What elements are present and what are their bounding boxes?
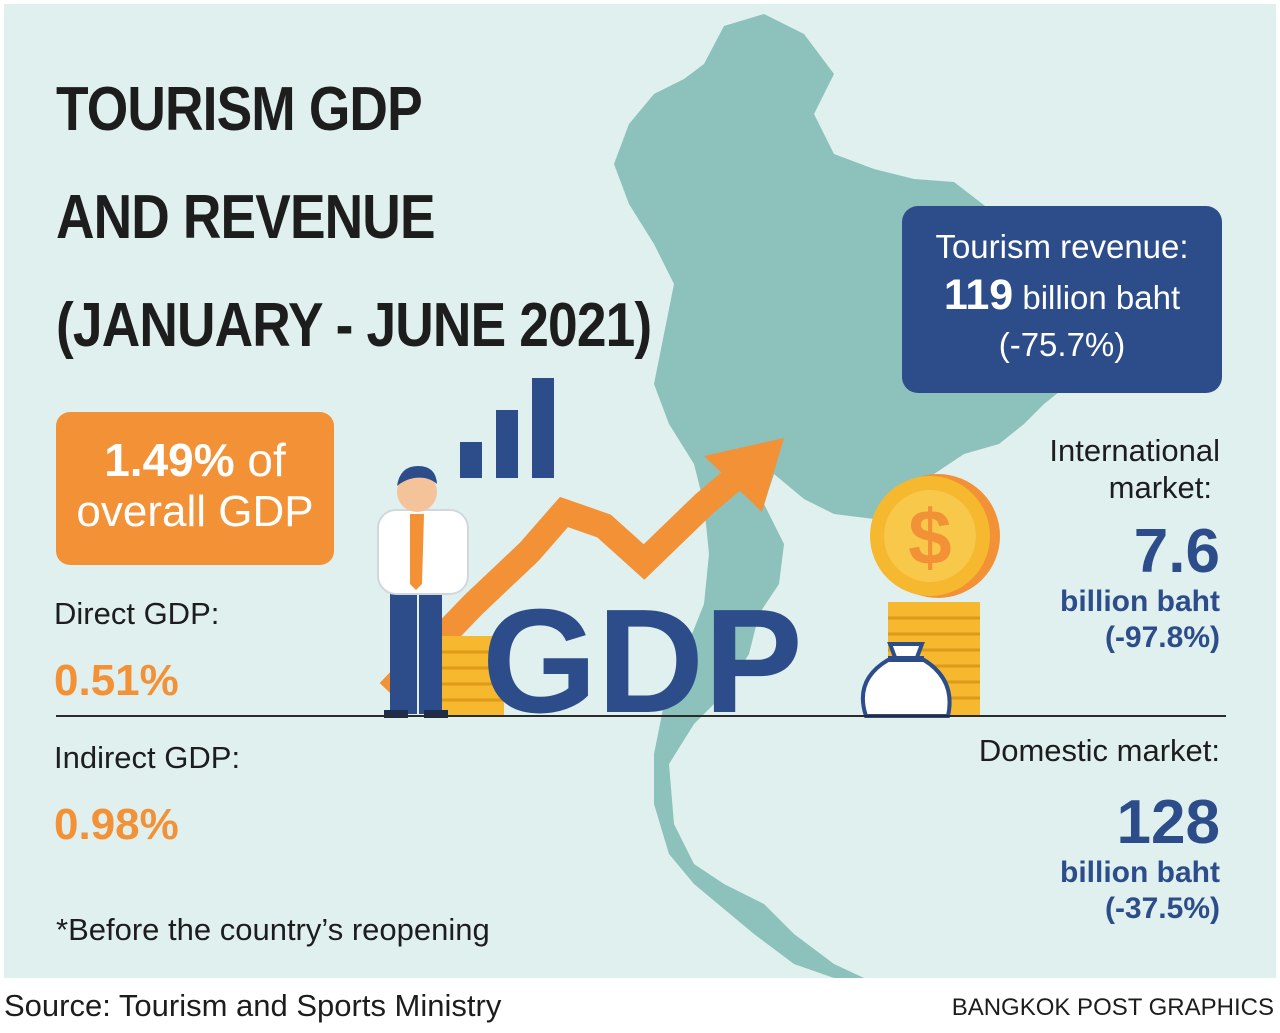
indirect-gdp-label: Indirect GDP: [54,740,241,775]
title-line-2: AND REVENUE [56,183,436,252]
gdp-share-label: overall GDP [76,487,314,536]
title-line-3: (JANUARY - JUNE 2021) [56,291,652,360]
coin-stack-icon [440,636,504,716]
publisher-credit: BANGKOK POST GRAPHICS [951,994,1274,1021]
money-bag-icon [860,642,952,718]
dollar-coin-icon: $ [870,474,1000,598]
revenue-change: (-75.7%) [998,326,1126,363]
domestic-market: Domestic market: 128 billion baht (-37.5… [979,732,1220,927]
title-line-1: TOURISM GDP [56,75,423,144]
revenue-value: 119 [943,271,1014,319]
international-value: 7.6 [1133,517,1220,586]
gdp-graphic-text: GDP [482,579,803,744]
page-title: TOURISM GDP AND REVENUE (JANUARY - JUNE … [56,56,652,380]
domestic-value: 128 [1116,788,1220,857]
businessman [377,466,469,718]
dollar-sign: $ [908,493,951,581]
footnote: *Before the country’s reopening [56,912,490,947]
revenue-label: Tourism revenue: [935,228,1189,265]
international-market: International market: 7.6 billion baht (… [1049,432,1220,656]
direct-gdp-value: 0.51% [54,656,179,705]
international-unit: billion baht [1060,585,1220,618]
domestic-change: (-37.5%) [1104,892,1220,925]
international-label-line2: market: [1108,470,1212,505]
gdp-share-box: 1.49% of overall GDP [56,412,334,565]
tourism-revenue-box: Tourism revenue: 119 billion baht (-75.7… [902,206,1222,393]
revenue-unit: billion baht [1022,279,1181,316]
international-label-line1: International [1049,433,1220,468]
direct-gdp-label: Direct GDP: [54,596,220,631]
gdp-share-value: 1.49% [104,434,235,486]
growth-arrow-icon [379,438,784,702]
infographic-panel: TOURISM GDP AND REVENUE (JANUARY - JUNE … [4,4,1276,978]
source-credit: Source: Tourism and Sports Ministry [4,988,502,1023]
domestic-label: Domestic market: [978,733,1220,768]
domestic-unit: billion baht [1060,856,1220,889]
international-change: (-97.8%) [1104,621,1220,654]
divider [56,715,1226,717]
bar-chart-icon [460,378,554,478]
gdp-share-of: of [247,434,286,486]
indirect-gdp-value: 0.98% [54,800,179,849]
